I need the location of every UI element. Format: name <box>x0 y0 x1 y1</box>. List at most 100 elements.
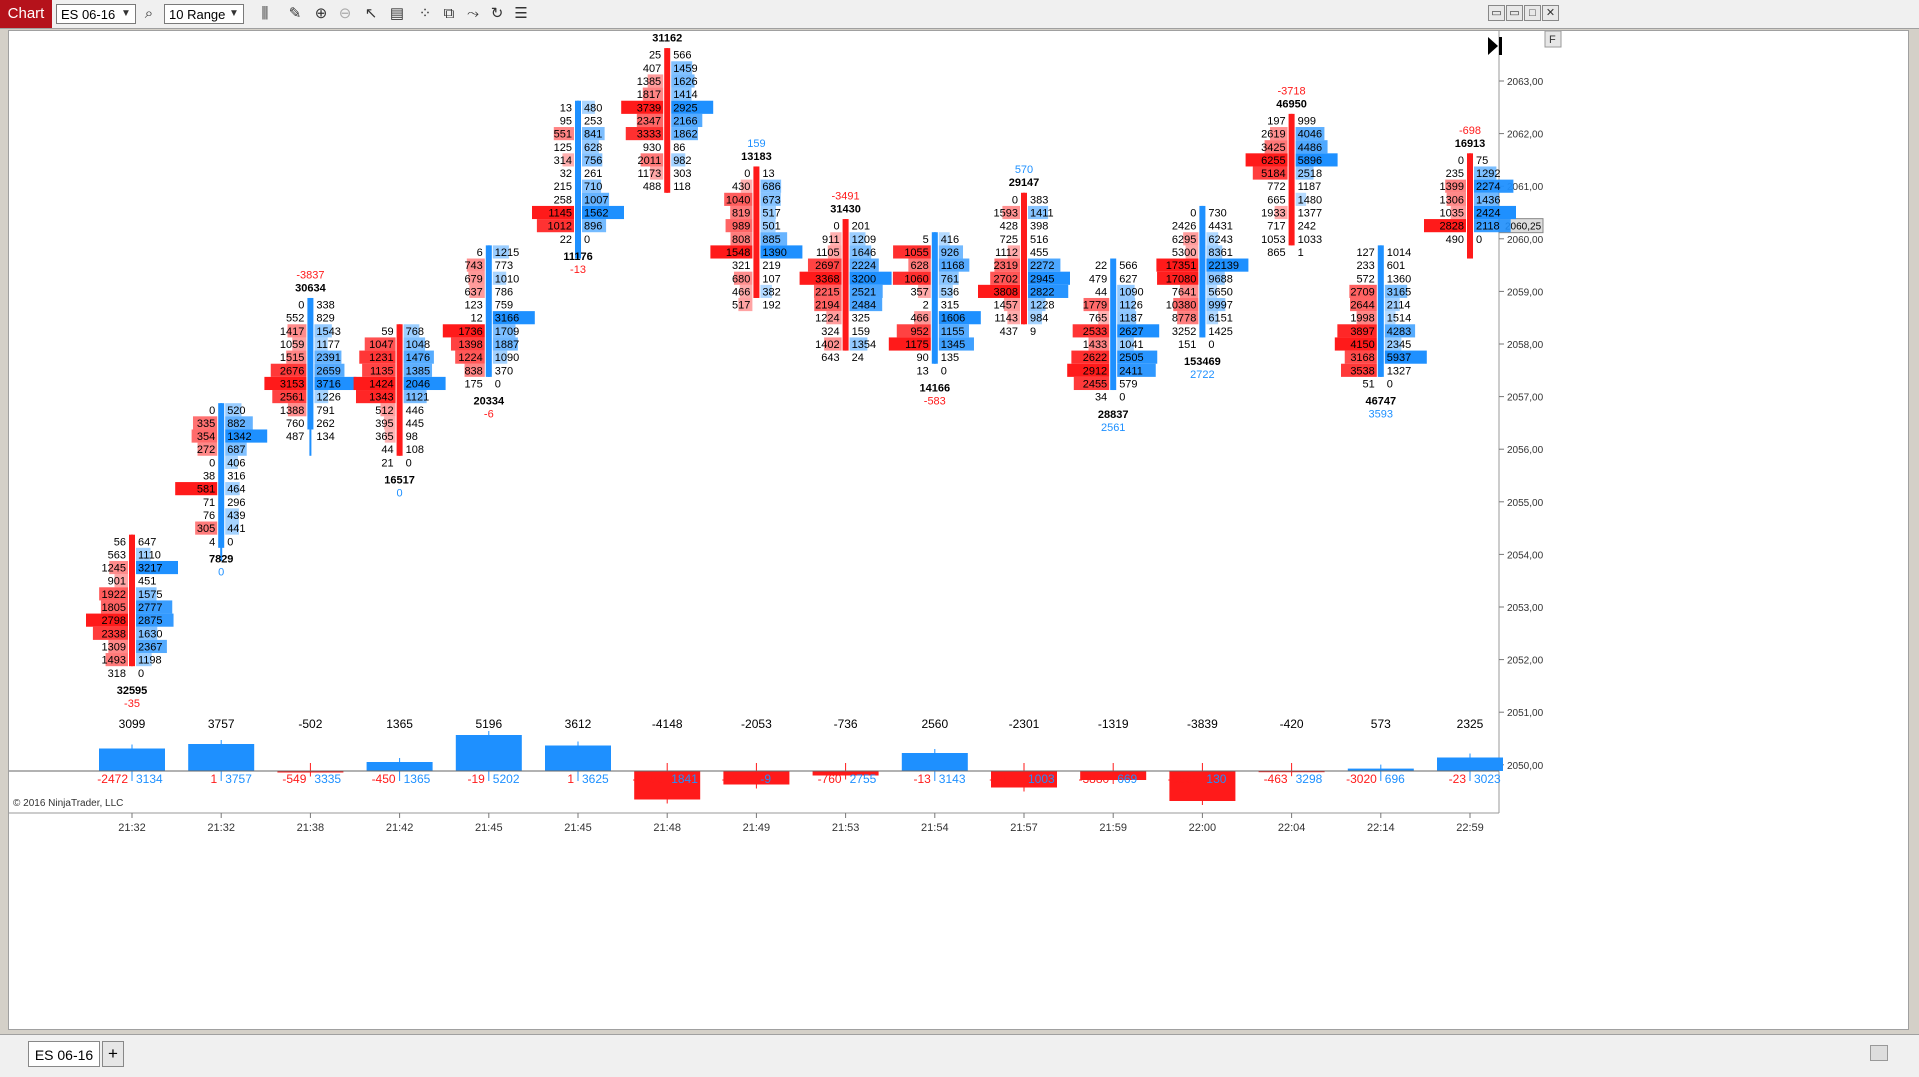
ask-volume-bar <box>760 179 782 193</box>
close-icon[interactable]: ✕ <box>1542 5 1559 21</box>
ask-volume-bar <box>1117 350 1158 364</box>
bid-volume-bar <box>625 127 664 141</box>
scroll-right-button[interactable] <box>1870 1045 1888 1061</box>
ask-volume-bar <box>403 350 434 364</box>
ask-volume-cell: 451 <box>138 576 156 588</box>
bid-volume-cell: 44 <box>1095 286 1107 298</box>
candle-body <box>1021 192 1027 325</box>
restore-icon[interactable]: ▭ <box>1506 5 1523 21</box>
ask-volume-cell: 6243 <box>1208 234 1232 246</box>
bid-volume-cell: 305 <box>197 523 215 535</box>
minimize-icon[interactable]: ▭ <box>1488 5 1505 21</box>
ask-volume-cell: 464 <box>227 484 245 496</box>
ask-volume-cell: 441 <box>227 523 245 535</box>
histogram-bid-label: -19 <box>467 772 485 786</box>
ask-volume-cell: 673 <box>762 194 780 206</box>
ask-volume-bar <box>671 87 692 101</box>
ask-volume-cell: 2875 <box>138 615 162 627</box>
histogram-ask-label: 3335 <box>314 772 341 786</box>
instrument-selector[interactable]: ES 06-16 ▼ <box>56 4 136 24</box>
candle-body <box>1467 153 1473 259</box>
candle-body <box>307 297 314 430</box>
bid-volume-cell: 17080 <box>1166 273 1197 285</box>
bid-volume-cell: 665 <box>1267 194 1285 206</box>
histogram-ask-label: 3143 <box>939 772 966 786</box>
ask-volume-cell: 1342 <box>227 431 251 443</box>
properties-icon[interactable]: ▤ <box>389 5 405 22</box>
ask-volume-cell: 982 <box>673 155 691 167</box>
add-tab-button[interactable]: + <box>102 1041 124 1067</box>
ask-volume-cell: 0 <box>495 378 501 390</box>
bid-volume-cell: 3153 <box>280 378 304 390</box>
bar-summary-label: 3593 <box>1369 409 1393 421</box>
bid-volume-cell: 127 <box>1356 247 1374 259</box>
bid-volume-bar <box>896 324 931 338</box>
instrument-tab[interactable]: ES 06-16 <box>28 1041 100 1067</box>
ask-volume-bar <box>671 127 698 141</box>
ask-volume-cell: 0 <box>1387 378 1393 390</box>
bar-summary-label: 31162 <box>652 33 682 45</box>
ask-volume-cell: 647 <box>138 536 156 548</box>
time-tick-label: 21:32 <box>207 822 235 834</box>
bar-summary-label: 0 <box>397 488 403 500</box>
price-tick-label: 2062,00 <box>1507 130 1544 141</box>
ask-volume-cell: 1228 <box>1030 300 1054 312</box>
data-box-icon[interactable]: ⁘ <box>418 5 432 22</box>
ask-volume-cell: 98 <box>406 431 418 443</box>
bid-volume-cell: 2676 <box>280 365 304 377</box>
chart-panel[interactable]: 2063,00 2062,00 2061,00 2060,00 2059,00 2058,… <box>8 30 1909 1030</box>
bid-volume-bar <box>650 166 664 180</box>
maximize-icon[interactable]: □ <box>1524 5 1541 21</box>
bid-volume-bar <box>466 258 485 272</box>
ask-volume-bar <box>492 271 507 285</box>
reload-icon[interactable]: ↻ <box>490 5 504 22</box>
bid-volume-cell: 466 <box>910 313 928 325</box>
strategy-icon[interactable]: ⧉ <box>443 5 455 22</box>
ask-volume-cell: 1327 <box>1387 365 1411 377</box>
period-selector[interactable]: 10 Range ▼ <box>164 4 244 24</box>
histogram-ask-label: 3134 <box>136 772 163 786</box>
ask-volume-bar <box>1028 271 1070 285</box>
price-tick-label: 2059,00 <box>1507 287 1544 298</box>
ask-volume-bar <box>582 140 599 154</box>
indicator-icon[interactable]: ⤳ <box>466 5 479 22</box>
ask-volume-cell: 0 <box>941 365 947 377</box>
corner-label: F <box>1549 34 1556 46</box>
histogram-ask-label: 2755 <box>850 772 877 786</box>
zoom-in-icon[interactable]: ⊕ <box>314 5 328 22</box>
bid-volume-bar <box>99 587 128 601</box>
ask-volume-cell: 192 <box>762 300 780 312</box>
search-icon[interactable]: ⌕ <box>144 5 154 22</box>
ask-volume-bar <box>760 232 788 246</box>
delta-value: 2560 <box>921 717 948 731</box>
ask-volume-cell: 1862 <box>673 129 697 141</box>
bid-volume-cell: 59 <box>381 326 393 338</box>
ask-volume-cell: 5896 <box>1298 155 1322 167</box>
ask-volume-bar <box>1384 324 1416 338</box>
price-tick-label: 2054,00 <box>1507 550 1544 561</box>
footprint-chart[interactable]: 2063,00 2062,00 2061,00 2060,00 2059,00 2058,… <box>9 31 1908 1029</box>
ask-volume-cell: 1514 <box>1387 313 1411 325</box>
ask-volume-cell: 370 <box>495 365 513 377</box>
ask-volume-bar <box>136 626 158 640</box>
bid-volume-cell: 0 <box>744 168 750 180</box>
bid-volume-cell: 1385 <box>637 76 661 88</box>
bid-volume-cell: 321 <box>732 260 750 272</box>
ask-volume-cell: 1226 <box>316 392 340 404</box>
bid-volume-bar <box>455 350 485 364</box>
ask-volume-bar <box>1028 311 1043 325</box>
ask-volume-cell: 201 <box>852 221 870 233</box>
pointer-icon[interactable]: ↖ <box>364 5 378 22</box>
time-tick-label: 21:54 <box>921 822 949 834</box>
pencil-icon[interactable]: ✎ <box>288 5 302 22</box>
bar-type-icon[interactable]: ⫼ <box>261 5 269 22</box>
menu-icon[interactable]: ☰ <box>514 5 528 22</box>
zoom-out-icon[interactable]: ⊖ <box>338 5 352 22</box>
ask-volume-cell: 9688 <box>1208 273 1232 285</box>
ask-volume-cell: 4486 <box>1298 142 1322 154</box>
price-tick-label: 2057,00 <box>1507 393 1544 404</box>
chart-title-tab[interactable]: Chart <box>0 0 52 28</box>
bid-volume-cell: 0 <box>209 405 215 417</box>
bid-volume-cell: 0 <box>298 300 304 312</box>
ask-volume-cell: 601 <box>1387 260 1405 272</box>
